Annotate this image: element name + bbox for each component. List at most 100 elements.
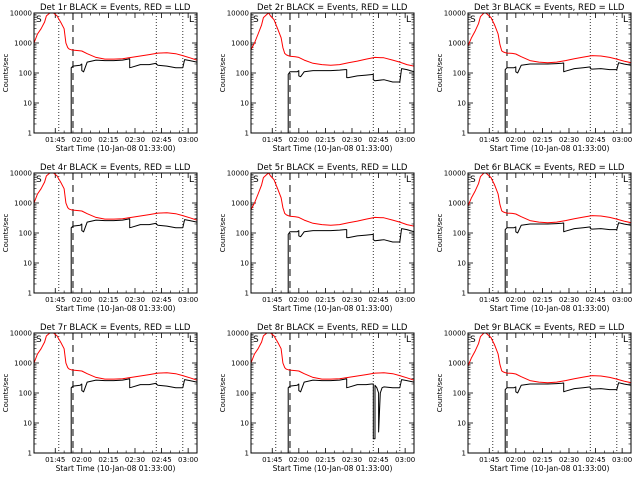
y-tick-label: 100	[236, 70, 249, 78]
corner-glyph-left: S	[36, 175, 42, 185]
y-tick-label: 1	[28, 450, 32, 458]
y-tick-label: 10000	[444, 10, 466, 18]
detector-panel-5: Det 5r BLACK = Events, RED = LLD Counts/s…	[219, 163, 415, 313]
panel-title: Det 6r BLACK = Events, RED = LLD	[474, 163, 625, 173]
events-series-line	[287, 68, 414, 133]
lld-series-line	[34, 13, 197, 61]
plot-frame	[467, 12, 632, 134]
x-tick-label: 02:30	[559, 136, 579, 144]
x-tick-label: 02:15	[98, 296, 118, 304]
y-tick-label: 1000	[14, 360, 32, 368]
detector-panel-4: Det 4r BLACK = Events, RED = LLD Counts/s…	[2, 163, 198, 313]
detector-panel-6: Det 6r BLACK = Events, RED = LLD Counts/s…	[436, 163, 632, 313]
x-tick-label: 02:45	[151, 456, 171, 464]
y-axis-label: Counts/sec	[2, 214, 10, 253]
y-axis-label: Counts/sec	[219, 214, 227, 253]
x-tick-label: 02:15	[532, 456, 552, 464]
x-tick-label: 03:00	[395, 296, 415, 304]
y-tick-label: 10000	[10, 10, 32, 18]
corner-glyph-left: S	[36, 15, 42, 25]
events-series-line	[287, 378, 414, 453]
y-tick-label: 10	[23, 420, 32, 428]
x-tick-label: 01:45	[262, 136, 282, 144]
y-tick-label: 10	[457, 260, 466, 268]
x-axis-label: Start Time (10-Jan-08 01:33:00)	[490, 464, 610, 473]
y-tick-label: 1	[28, 130, 32, 138]
y-tick-label: 100	[236, 230, 249, 238]
x-tick-label: 02:15	[532, 296, 552, 304]
x-tick-label: 02:00	[506, 456, 526, 464]
lld-series-line	[34, 333, 197, 381]
y-axis-label: Counts/sec	[436, 54, 444, 93]
y-tick-label: 10000	[227, 330, 249, 338]
y-axis-label: Counts/sec	[2, 374, 10, 413]
y-tick-label: 1000	[14, 200, 32, 208]
x-tick-label: 01:45	[45, 296, 65, 304]
events-series-line	[504, 62, 631, 133]
detector-panel-7: Det 7r BLACK = Events, RED = LLD Counts/s…	[2, 323, 198, 473]
y-tick-label: 1	[462, 450, 466, 458]
detector-panel-3: Det 3r BLACK = Events, RED = LLD Counts/s…	[436, 3, 632, 153]
corner-glyph-left: S	[253, 175, 259, 185]
y-tick-label: 10	[457, 420, 466, 428]
x-tick-label: 02:45	[151, 296, 171, 304]
x-tick-label: 02:00	[289, 136, 309, 144]
x-axis-label: Start Time (10-Jan-08 01:33:00)	[273, 144, 393, 153]
plot-frame	[250, 332, 415, 454]
y-tick-label: 10	[240, 420, 249, 428]
y-tick-label: 10	[457, 100, 466, 108]
detector-panel-1: Det 1r BLACK = Events, RED = LLD Counts/s…	[2, 3, 198, 153]
x-tick-label: 03:00	[612, 296, 632, 304]
y-tick-label: 100	[453, 230, 466, 238]
x-tick-label: 02:45	[368, 456, 388, 464]
x-tick-label: 03:00	[178, 136, 198, 144]
y-tick-label: 100	[236, 390, 249, 398]
events-series-line	[504, 222, 631, 293]
corner-glyph-right: L	[189, 15, 194, 25]
plot-frame	[467, 172, 632, 294]
y-tick-label: 1	[462, 290, 466, 298]
corner-glyph-right: L	[406, 175, 411, 185]
x-tick-label: 03:00	[178, 456, 198, 464]
detector-panel-2: Det 2r BLACK = Events, RED = LLD Counts/s…	[219, 3, 415, 153]
corner-glyph-left: S	[253, 15, 259, 25]
y-tick-label: 1000	[231, 40, 249, 48]
events-series-line	[70, 378, 197, 453]
lld-series-line	[34, 173, 197, 221]
events-series-line	[504, 382, 631, 453]
panel-title: Det 3r BLACK = Events, RED = LLD	[474, 3, 625, 13]
x-axis-label: Start Time (10-Jan-08 01:33:00)	[490, 144, 610, 153]
corner-glyph-right: L	[623, 15, 628, 25]
panel-title: Det 7r BLACK = Events, RED = LLD	[40, 323, 191, 333]
corner-glyph-right: L	[189, 335, 194, 345]
detector-panel-9: Det 9r BLACK = Events, RED = LLD Counts/s…	[436, 323, 632, 473]
corner-glyph-right: L	[406, 335, 411, 345]
corner-glyph-right: L	[406, 15, 411, 25]
x-tick-label: 02:30	[342, 456, 362, 464]
corner-glyph-right: L	[189, 175, 194, 185]
y-tick-label: 1000	[231, 200, 249, 208]
x-tick-label: 02:00	[72, 136, 92, 144]
plot-frame	[250, 12, 415, 134]
x-tick-label: 02:45	[368, 136, 388, 144]
y-tick-label: 1000	[448, 40, 466, 48]
x-tick-label: 02:45	[151, 136, 171, 144]
y-axis-label: Counts/sec	[436, 374, 444, 413]
x-tick-label: 02:45	[585, 296, 605, 304]
x-tick-label: 02:00	[506, 296, 526, 304]
y-tick-label: 1	[28, 290, 32, 298]
y-tick-label: 1000	[231, 360, 249, 368]
x-tick-label: 01:45	[479, 136, 499, 144]
y-tick-label: 100	[19, 230, 32, 238]
corner-glyph-left: S	[470, 15, 476, 25]
corner-glyph-left: S	[470, 335, 476, 345]
y-axis-label: Counts/sec	[436, 214, 444, 253]
x-tick-label: 02:30	[125, 456, 145, 464]
y-tick-label: 10000	[444, 170, 466, 178]
panel-title: Det 5r BLACK = Events, RED = LLD	[257, 163, 408, 173]
plot-frame	[33, 12, 198, 134]
x-tick-label: 03:00	[612, 456, 632, 464]
y-tick-label: 1000	[448, 360, 466, 368]
x-tick-label: 02:00	[289, 456, 309, 464]
